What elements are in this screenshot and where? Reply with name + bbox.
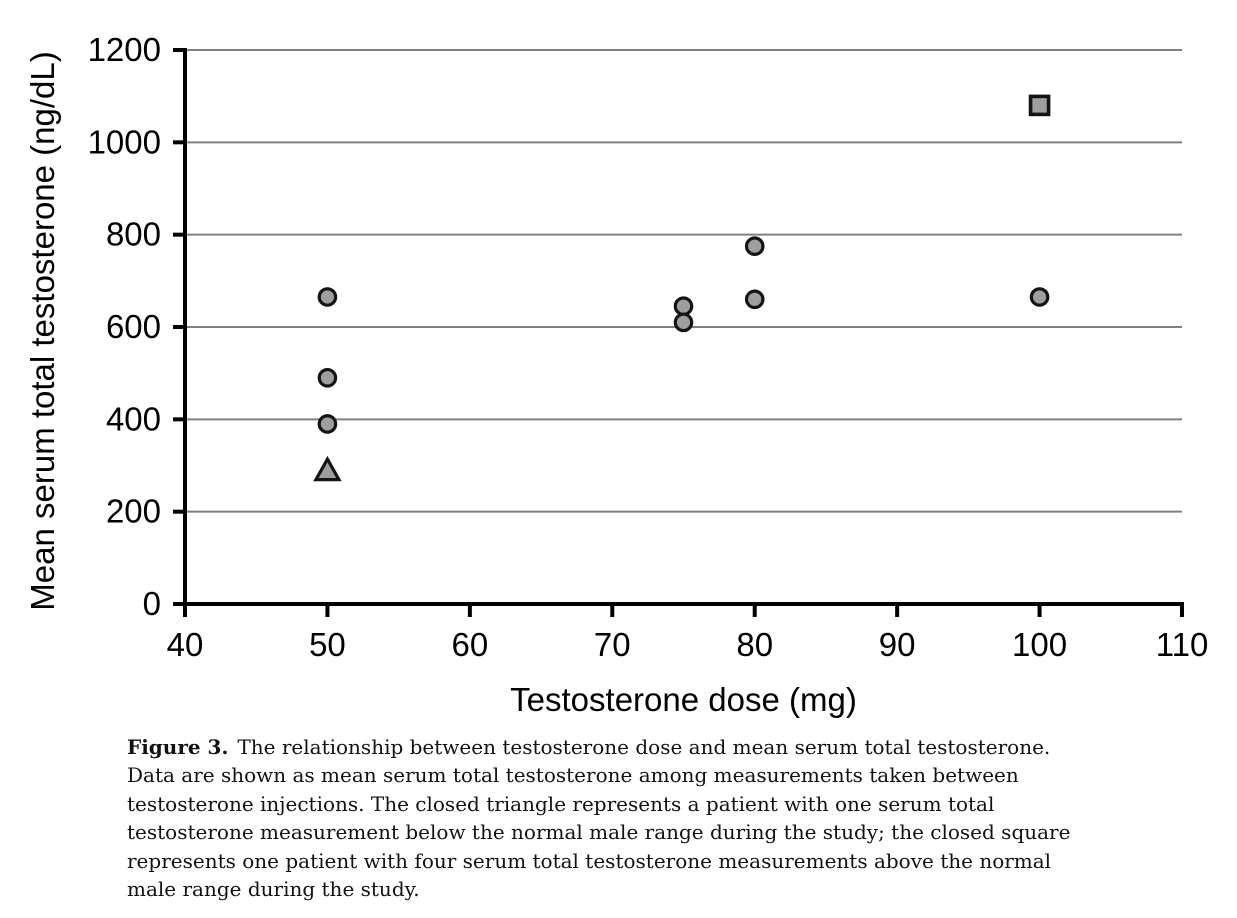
figure-caption: Figure 3. The relationship between testos… [127,733,1147,903]
data-point-circle [673,296,694,317]
caption-figure-label: Figure 3. [127,735,229,759]
y-tick-label-200: 200 [106,493,161,530]
data-point-triangle [313,455,342,482]
caption-line: Figure 3. The relationship between testos… [127,733,1147,761]
caption-line: testosterone measurement below the norma… [127,820,1071,845]
x-tick-label-60: 60 [451,626,488,663]
y-tick-label-800: 800 [106,216,161,253]
x-tick-label-100: 100 [1012,626,1067,663]
data-point-circle [744,236,765,257]
y-tick-label-400: 400 [106,400,161,437]
data-point-circle [673,312,694,333]
y-tick-label-1000: 1000 [88,123,161,160]
data-point-circle [1029,287,1050,307]
caption-line: testosterone injections. The closed tria… [127,791,995,816]
y-tick-label-0: 0 [143,585,161,622]
scatter-chart: 0 200 400 600 800 1000 1200 40 50 60 70 80 90 100 110 T… [24,31,1209,718]
data-point-circle [317,287,338,307]
caption-line: Data are shown as mean serum total testo… [127,763,1019,788]
y-tick-label-600: 600 [106,308,161,345]
x-axis-title: Testosterone dose (mg) [510,681,857,718]
data-point-square [1028,94,1051,117]
x-tick-label-50: 50 [309,626,346,663]
x-tick-label-110: 110 [1156,626,1209,663]
caption-line: male range during the study. [127,877,420,902]
data-point-circle [317,414,338,434]
y-tick-label-1200: 1200 [88,31,161,68]
y-axis-title: Mean serum total testosterone (ng/dL) [24,51,61,610]
data-point-circle [744,289,765,310]
caption-line: represents one patient with four serum t… [127,848,1052,873]
x-tick-label-80: 80 [736,626,773,663]
x-tick-label-40: 40 [167,626,204,663]
x-tick-label-70: 70 [594,626,631,663]
caption-text: The relationship between testosterone do… [237,735,1051,759]
x-tick-label-90: 90 [879,626,916,663]
data-point-circle [317,367,338,388]
